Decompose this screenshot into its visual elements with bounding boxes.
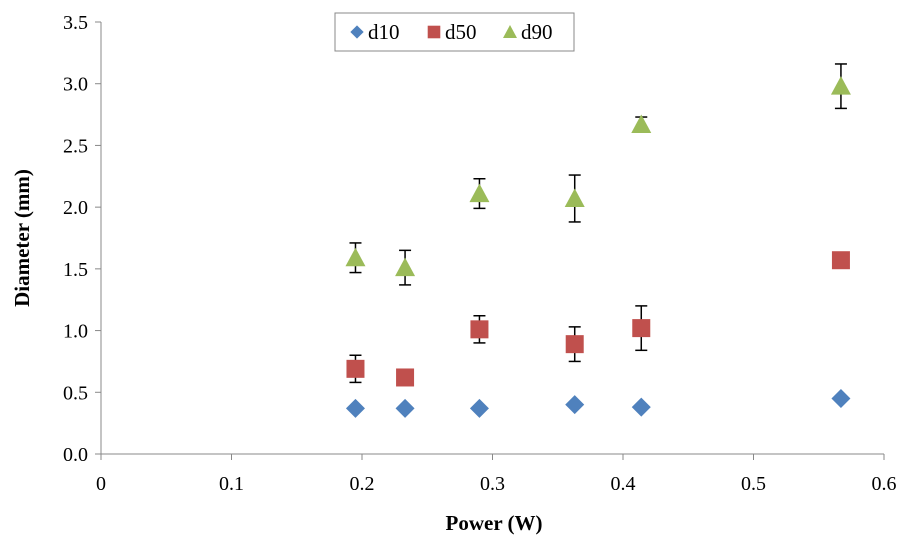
d10-point	[345, 398, 365, 418]
x-tick-label: 0.5	[741, 473, 766, 495]
data-markers	[345, 76, 851, 418]
d90-point	[469, 183, 490, 203]
x-tick-label: 0.1	[219, 473, 244, 495]
legend-d50-label: d50	[445, 20, 477, 44]
y-tick-label: 2.0	[63, 197, 88, 219]
d10-point	[631, 397, 651, 417]
y-tick-label: 0.5	[63, 382, 88, 404]
d50-point	[831, 251, 850, 270]
legend-d90-label: d90	[521, 20, 553, 44]
d10-point	[395, 398, 415, 418]
y-tick-label: 1.0	[63, 321, 88, 343]
y-tick-label: 3.0	[63, 74, 88, 96]
legend-box	[334, 12, 575, 52]
x-tick-label: 0	[96, 473, 106, 495]
d10-point	[565, 395, 585, 415]
y-axis-title: Diameter (mm)	[10, 169, 34, 307]
x-tick-label: 0.3	[480, 473, 505, 495]
d90-point	[830, 76, 851, 95]
d90-point	[395, 257, 416, 277]
legend-items: d10 d50 d90	[350, 20, 553, 44]
legend-d10-label: d10	[368, 20, 400, 44]
axes: 0.0 0.5 1.0 1.5 2.0 2.5 3.0 3.5 0 0.1 0.2 0.3 0.4 0.5…	[63, 12, 897, 495]
d10-point	[469, 398, 489, 418]
d50-point	[632, 319, 651, 338]
legend-d50-marker	[427, 25, 441, 39]
d50-point	[346, 359, 365, 378]
legend-d10-marker	[350, 25, 364, 39]
d90-point	[631, 114, 652, 133]
legend-d90-marker	[503, 25, 517, 38]
y-tick-label: 2.5	[63, 135, 88, 157]
d90-point	[345, 247, 366, 267]
y-tick-label: 1.5	[63, 259, 88, 281]
d50-point	[565, 335, 584, 354]
x-tick-label: 0.2	[350, 473, 375, 495]
y-tick-label: 0.0	[63, 444, 88, 466]
y-tick-label: 3.5	[63, 12, 88, 34]
x-tick-label: 0.6	[872, 473, 897, 495]
d50-point	[470, 320, 489, 339]
error-bars	[349, 63, 847, 384]
x-axis-title: Power (W)	[446, 511, 543, 535]
legend: d10 d50 d90	[334, 12, 575, 52]
x-tick-label: 0.4	[611, 473, 636, 495]
d10-point	[831, 388, 851, 408]
d50-point	[396, 368, 415, 387]
d90-point	[564, 188, 585, 208]
